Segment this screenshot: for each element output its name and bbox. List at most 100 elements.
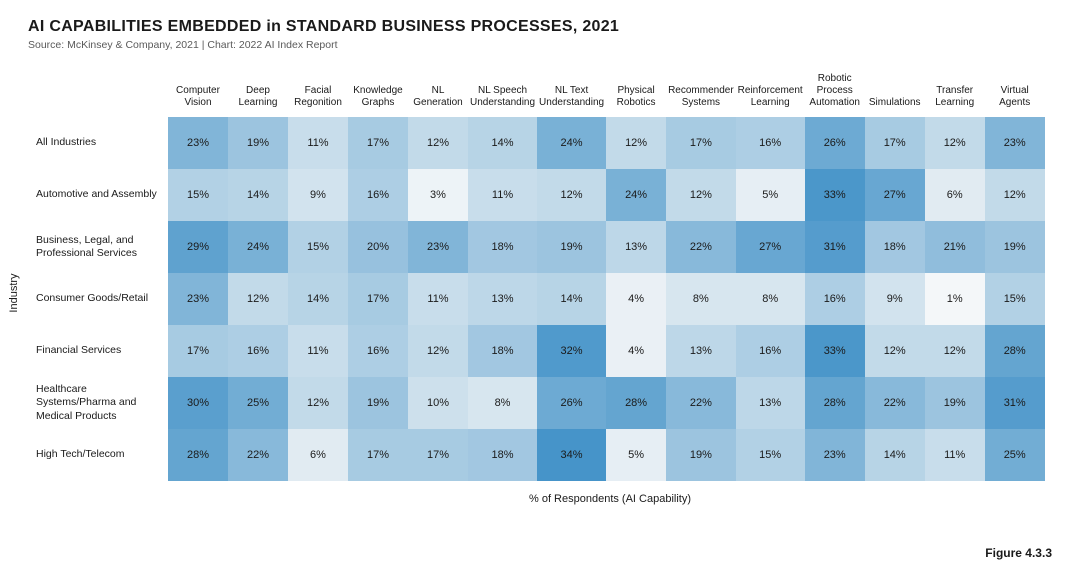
y-axis-label: Industry (8, 273, 20, 312)
heatmap-cell: 17% (348, 273, 408, 325)
heatmap-cell: 23% (805, 429, 865, 481)
heatmap-cell: 17% (408, 429, 468, 481)
heatmap-cell: 23% (985, 117, 1045, 169)
column-header: Facial Regonition (288, 69, 348, 117)
row-header: Automotive and Assembly (36, 169, 168, 221)
heatmap-cell: 14% (228, 169, 288, 221)
column-header: Computer Vision (168, 69, 228, 117)
row-header: Healthcare Systems/Pharma and Medical Pr… (36, 377, 168, 429)
heatmap-cell: 24% (606, 169, 666, 221)
table-row: Business, Legal, and Professional Servic… (36, 221, 1045, 273)
heatmap-cell: 19% (666, 429, 736, 481)
heatmap-cell: 28% (805, 377, 865, 429)
heatmap-cell: 19% (228, 117, 288, 169)
table-row: Automotive and Assembly15%14%9%16%3%11%1… (36, 169, 1045, 221)
column-header: Simulations (865, 69, 925, 117)
table-row: High Tech/Telecom28%22%6%17%17%18%34%5%1… (36, 429, 1045, 481)
heatmap-cell: 13% (736, 377, 805, 429)
heatmap-cell: 12% (666, 169, 736, 221)
heatmap-cell: 19% (925, 377, 985, 429)
heatmap-cell: 25% (228, 377, 288, 429)
heatmap-cell: 12% (537, 169, 606, 221)
column-header: Recommender Systems (666, 69, 736, 117)
heatmap-cell: 28% (985, 325, 1045, 377)
heatmap-cell: 17% (168, 325, 228, 377)
heatmap-cell: 21% (925, 221, 985, 273)
heatmap-cell: 11% (468, 169, 537, 221)
heatmap-cell: 3% (408, 169, 468, 221)
column-header: Knowledge Graphs (348, 69, 408, 117)
heatmap-cell: 18% (468, 429, 537, 481)
heatmap-cell: 12% (606, 117, 666, 169)
heatmap-cell: 15% (168, 169, 228, 221)
heatmap-cell: 12% (228, 273, 288, 325)
heatmap-table: Computer VisionDeep LearningFacial Regon… (36, 69, 1045, 481)
heatmap-cell: 27% (736, 221, 805, 273)
table-row: Consumer Goods/Retail23%12%14%17%11%13%1… (36, 273, 1045, 325)
table-row: Healthcare Systems/Pharma and Medical Pr… (36, 377, 1045, 429)
heatmap-cell: 23% (408, 221, 468, 273)
heatmap-cell: 13% (666, 325, 736, 377)
heatmap-cell: 22% (228, 429, 288, 481)
heatmap-cell: 11% (288, 325, 348, 377)
heatmap-cell: 6% (288, 429, 348, 481)
heatmap-cell: 5% (606, 429, 666, 481)
heatmap-cell: 27% (865, 169, 925, 221)
column-header: Transfer Learning (925, 69, 985, 117)
x-axis-label: % of Respondents (AI Capability) (168, 493, 1052, 505)
row-header: Consumer Goods/Retail (36, 273, 168, 325)
heatmap-cell: 14% (288, 273, 348, 325)
heatmap-cell: 24% (228, 221, 288, 273)
row-header: Business, Legal, and Professional Servic… (36, 221, 168, 273)
heatmap-container: Industry Computer VisionDeep LearningFac… (28, 69, 1052, 505)
row-header: All Industries (36, 117, 168, 169)
heatmap-cell: 11% (925, 429, 985, 481)
heatmap-cell: 19% (985, 221, 1045, 273)
heatmap-cell: 11% (288, 117, 348, 169)
table-row: Financial Services17%16%11%16%12%18%32%4… (36, 325, 1045, 377)
heatmap-cell: 16% (348, 325, 408, 377)
column-header: Deep Learning (228, 69, 288, 117)
heatmap-cell: 13% (468, 273, 537, 325)
heatmap-cell: 5% (736, 169, 805, 221)
heatmap-cell: 17% (666, 117, 736, 169)
heatmap-cell: 22% (865, 377, 925, 429)
heatmap-cell: 4% (606, 325, 666, 377)
table-row: All Industries23%19%11%17%12%14%24%12%17… (36, 117, 1045, 169)
column-header: NL Text Understanding (537, 69, 606, 117)
row-header: High Tech/Telecom (36, 429, 168, 481)
heatmap-cell: 13% (606, 221, 666, 273)
heatmap-cell: 12% (925, 117, 985, 169)
heatmap-cell: 14% (468, 117, 537, 169)
heatmap-cell: 19% (537, 221, 606, 273)
heatmap-cell: 14% (865, 429, 925, 481)
heatmap-cell: 24% (537, 117, 606, 169)
heatmap-cell: 12% (408, 117, 468, 169)
heatmap-cell: 8% (666, 273, 736, 325)
heatmap-cell: 12% (865, 325, 925, 377)
heatmap-cell: 16% (805, 273, 865, 325)
column-header: Virtual Agents (985, 69, 1045, 117)
heatmap-cell: 23% (168, 117, 228, 169)
heatmap-cell: 17% (348, 429, 408, 481)
heatmap-cell: 9% (288, 169, 348, 221)
column-header: Robotic Process Automation (805, 69, 865, 117)
heatmap-cell: 15% (985, 273, 1045, 325)
heatmap-cell: 33% (805, 325, 865, 377)
heatmap-cell: 25% (985, 429, 1045, 481)
heatmap-cell: 8% (736, 273, 805, 325)
heatmap-cell: 16% (228, 325, 288, 377)
heatmap-cell: 8% (468, 377, 537, 429)
heatmap-cell: 28% (168, 429, 228, 481)
column-header: NL Generation (408, 69, 468, 117)
heatmap-cell: 4% (606, 273, 666, 325)
heatmap-cell: 20% (348, 221, 408, 273)
heatmap-cell: 11% (408, 273, 468, 325)
chart-source: Source: McKinsey & Company, 2021 | Chart… (28, 39, 1052, 51)
heatmap-cell: 18% (865, 221, 925, 273)
column-header: Reinforcement Learning (736, 69, 805, 117)
heatmap-cell: 12% (408, 325, 468, 377)
heatmap-cell: 19% (348, 377, 408, 429)
heatmap-cell: 15% (288, 221, 348, 273)
heatmap-cell: 28% (606, 377, 666, 429)
